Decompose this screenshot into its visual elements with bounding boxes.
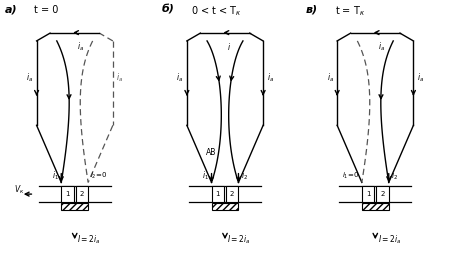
Text: $i_a$: $i_a$ xyxy=(327,72,333,84)
Bar xyxy=(362,203,389,210)
Text: t = 0: t = 0 xyxy=(34,5,58,15)
Text: 2: 2 xyxy=(230,191,234,197)
Text: $i_1$: $i_1$ xyxy=(202,170,209,182)
Bar xyxy=(376,186,389,202)
Text: $i_a$: $i_a$ xyxy=(267,72,274,84)
Text: $I=2i_a$: $I=2i_a$ xyxy=(77,233,100,246)
Text: 1: 1 xyxy=(216,191,220,197)
Bar xyxy=(61,186,74,202)
Bar xyxy=(61,203,88,210)
Bar xyxy=(362,186,374,202)
Bar xyxy=(212,186,224,202)
Bar xyxy=(76,186,88,202)
Text: 1: 1 xyxy=(65,191,70,197)
Text: б): б) xyxy=(162,5,175,15)
Text: $I=2i_a$: $I=2i_a$ xyxy=(378,233,401,246)
Text: 2: 2 xyxy=(380,191,385,197)
Text: $i_a$: $i_a$ xyxy=(77,41,84,54)
Text: $i_1\!=\!0$: $i_1\!=\!0$ xyxy=(342,171,360,181)
Text: $i_2\!=\!0$: $i_2\!=\!0$ xyxy=(90,171,108,181)
Text: $i_a$: $i_a$ xyxy=(417,72,424,84)
Bar xyxy=(212,203,239,210)
Text: 0 < t < T$_к$: 0 < t < T$_к$ xyxy=(191,5,242,18)
Text: $i$: $i$ xyxy=(227,41,231,52)
Text: 1: 1 xyxy=(366,191,370,197)
Text: $i_1$: $i_1$ xyxy=(52,170,59,182)
Text: а): а) xyxy=(5,5,18,15)
Text: 2: 2 xyxy=(80,191,84,197)
Bar xyxy=(226,186,239,202)
Text: $V_к$: $V_к$ xyxy=(14,183,25,196)
Text: AB: AB xyxy=(207,148,217,157)
Text: $i_a$: $i_a$ xyxy=(117,72,123,84)
Text: $i_2$: $i_2$ xyxy=(391,170,398,182)
Text: $i_a$: $i_a$ xyxy=(378,41,385,54)
Text: $i_a$: $i_a$ xyxy=(26,72,33,84)
Text: $i_a$: $i_a$ xyxy=(176,72,183,84)
Text: $i_2$: $i_2$ xyxy=(241,170,248,182)
Text: t = T$_к$: t = T$_к$ xyxy=(335,5,365,18)
Text: $I=2i_a$: $I=2i_a$ xyxy=(227,233,251,246)
Text: в): в) xyxy=(306,5,318,15)
